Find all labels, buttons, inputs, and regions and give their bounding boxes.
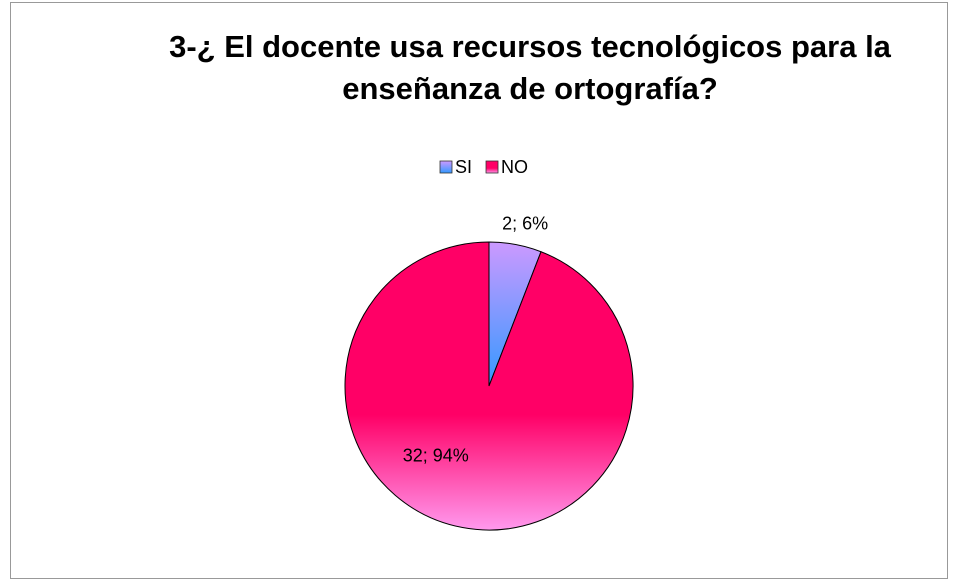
chart-frame [10, 2, 948, 579]
legend-swatch [439, 160, 453, 174]
chart-title: 3-¿ El docente usa recursos tecnológicos… [169, 29, 891, 106]
data-label: 2; 6% [502, 214, 548, 234]
pie-slice [344, 241, 634, 531]
legend-label: NO [501, 157, 528, 177]
legend-label: SI [455, 157, 472, 177]
data-label: 32; 94% [403, 446, 469, 466]
legend-swatch [485, 160, 499, 174]
